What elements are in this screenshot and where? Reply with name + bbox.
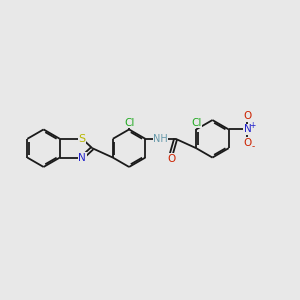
- Text: N: N: [244, 124, 251, 134]
- Text: N: N: [78, 153, 86, 163]
- Text: O: O: [167, 154, 176, 164]
- Text: Cl: Cl: [124, 118, 134, 128]
- Text: NH: NH: [153, 134, 168, 144]
- Text: Cl: Cl: [191, 118, 201, 128]
- Text: O: O: [243, 138, 252, 148]
- Text: -: -: [252, 142, 255, 151]
- Text: O: O: [243, 111, 252, 121]
- Text: S: S: [79, 134, 86, 144]
- Text: +: +: [249, 121, 256, 130]
